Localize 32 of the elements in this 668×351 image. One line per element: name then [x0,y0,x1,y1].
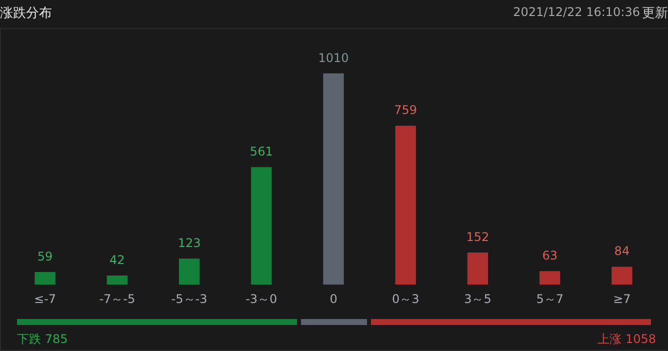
data-label: 561 [250,144,273,159]
bar [34,272,56,285]
text: 下跌 785 [17,331,68,348]
x-tick-label: 5～7 [536,292,564,306]
bar [106,276,128,285]
text: 2021/12/22 16:10:36 [513,5,640,19]
x-tick-label: -3～0 [246,292,278,306]
data-label: 63 [542,248,558,263]
text: 上涨 1058 [598,331,656,348]
bar [178,258,200,285]
x-tick-label: -7～-5 [99,292,136,306]
x-tick-label: ≤-7 [34,292,56,306]
text: 更新 [642,5,668,22]
bar [323,73,344,285]
chart-title: 涨跌分布 [0,5,52,22]
x-tick-label: ≥7 [613,292,631,306]
bar [540,271,560,285]
data-label: 152 [466,230,490,244]
bar [467,252,488,285]
bar [251,167,272,285]
x-tick-label: 0 [330,292,338,306]
data-label: 59 [37,249,53,264]
data-label: 759 [394,103,418,118]
data-label: 84 [614,244,630,258]
data-label: 123 [178,236,201,250]
x-tick-label: -5～-3 [171,292,208,306]
x-tick-label: 0～3 [392,292,420,306]
x-tick-label: 3～5 [464,292,492,306]
data-label: 42 [110,252,125,267]
data-label: 1010 [318,50,349,65]
bar [395,126,416,285]
bar [612,266,632,285]
